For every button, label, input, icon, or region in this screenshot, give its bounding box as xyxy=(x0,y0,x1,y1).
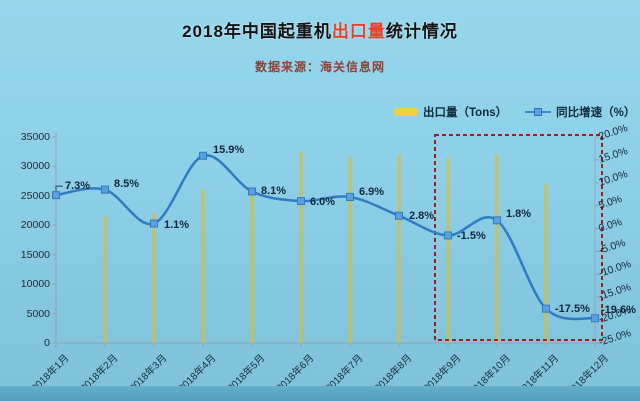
export-volume-bar xyxy=(495,154,499,343)
growth-line-marker xyxy=(101,185,109,194)
export-volume-bar xyxy=(397,154,401,343)
left-axis-tick-label: 5000 xyxy=(26,307,50,320)
growth-data-label: 7.3% xyxy=(65,180,91,193)
export-volume-bar xyxy=(201,189,205,343)
title-prefix: 2018年中国起重机 xyxy=(182,22,332,41)
export-volume-bar xyxy=(299,151,303,343)
growth-data-label: 1.8% xyxy=(506,208,532,221)
growth-data-label: 2.8% xyxy=(409,209,435,222)
legend-item-growth: 同比增速（%） xyxy=(525,104,635,120)
highlight-box xyxy=(434,134,603,341)
page-title: 2018年中国起重机出口量统计情况 xyxy=(0,17,640,42)
legend: 出口量（Tons） 同比增速（%） xyxy=(394,104,635,120)
title-suffix: 统计情况 xyxy=(385,22,458,41)
export-volume-bar xyxy=(250,189,254,343)
growth-line-marker xyxy=(199,151,207,160)
growth-data-label: 8.5% xyxy=(114,177,140,190)
growth-line-marker xyxy=(395,211,403,220)
left-axis-tick-label: 15000 xyxy=(20,248,50,261)
export-volume-bar xyxy=(544,184,548,343)
growth-data-label: -19.6% xyxy=(601,304,636,317)
growth-line-marker xyxy=(248,187,256,196)
growth-line-marker xyxy=(346,192,354,201)
first-label-leader xyxy=(55,185,63,192)
growth-data-label: 6.0% xyxy=(310,196,336,209)
growth-data-label: 6.9% xyxy=(359,185,385,198)
bar-swatch-icon xyxy=(394,108,418,116)
export-volume-bar xyxy=(348,157,352,343)
legend-label: 出口量（Tons） xyxy=(423,107,508,119)
growth-data-label: 8.1% xyxy=(261,185,287,198)
title-highlight: 出口量 xyxy=(331,22,386,41)
line-swatch-icon xyxy=(525,108,552,116)
left-axis-tick-label: 30000 xyxy=(20,160,50,173)
growth-line-marker xyxy=(542,304,550,313)
growth-line-marker xyxy=(52,191,60,200)
growth-line-marker xyxy=(297,197,305,206)
left-axis-tick-label: 20000 xyxy=(20,219,50,232)
legend-label: 同比增速（%） xyxy=(556,107,636,119)
bottom-band xyxy=(0,386,640,401)
growth-line-marker xyxy=(493,216,501,225)
data-source-note: 数据来源：海关信息网 xyxy=(254,60,385,74)
export-volume-bar xyxy=(446,157,450,343)
left-axis-tick-label: 0 xyxy=(44,337,50,349)
export-volume-bar xyxy=(152,213,156,343)
growth-line-marker xyxy=(150,219,158,228)
left-axis-tick-label: 35000 xyxy=(20,131,50,143)
growth-line-marker xyxy=(444,231,452,240)
left-axis-tick-label: 10000 xyxy=(20,278,50,291)
legend-item-exports: 出口量（Tons） xyxy=(394,104,507,120)
growth-data-label: 1.1% xyxy=(164,218,190,231)
left-axis-tick-label: 25000 xyxy=(20,189,50,202)
growth-data-label: -1.5% xyxy=(457,230,486,243)
growth-data-label: 15.9% xyxy=(213,143,245,156)
growth-line-marker xyxy=(591,314,599,323)
export-volume-bar xyxy=(103,216,107,343)
growth-data-label: -17.5% xyxy=(555,302,590,315)
